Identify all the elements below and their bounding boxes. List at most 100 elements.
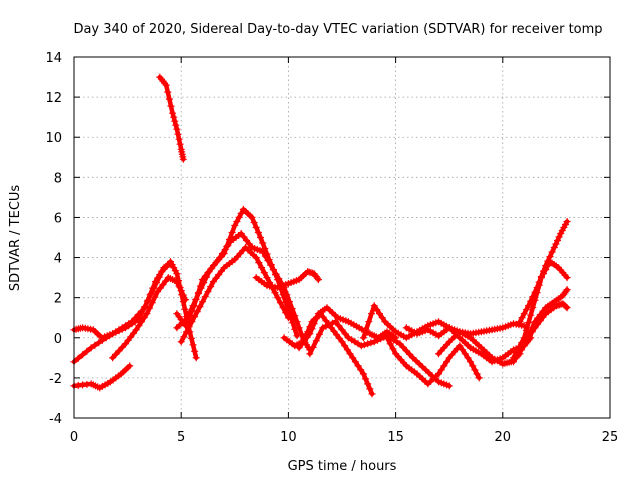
plot-frame [73,56,611,419]
data-point [98,336,106,344]
data-point [169,109,177,117]
data-point [406,350,413,358]
data-point [563,274,571,282]
data-point [440,362,448,370]
x-tick-label: 25 [602,430,619,445]
series-line [71,259,199,361]
data-point [259,248,267,255]
data-point [533,284,541,292]
data-point [83,347,91,355]
data-point [368,310,375,318]
data-point [260,269,268,277]
data-point [143,310,151,318]
series-track-3 [70,260,174,366]
data-point [359,334,367,342]
data-point [314,276,322,284]
series-track-2 [70,258,200,362]
data-point [459,346,467,354]
data-point [515,350,523,358]
data-point [170,113,178,121]
data-point [512,354,520,362]
series-track-5 [109,274,189,362]
data-point [201,293,209,301]
data-point [562,221,569,228]
data-point [563,304,571,312]
data-point [412,357,420,365]
data-point [308,325,316,333]
data-point [364,340,372,348]
data-point [252,224,260,231]
data-point [370,302,378,310]
series-track-11 [295,304,400,352]
data-point [357,366,365,374]
data-point [179,155,187,163]
data-point [542,262,550,270]
data-point [364,380,372,388]
y-tick-label: 4 [54,252,62,267]
data-point [520,340,528,348]
data-point [204,288,212,296]
data-point [174,130,182,138]
x-tick-label: 5 [177,430,185,445]
data-point [231,222,239,229]
data-point [288,305,296,313]
data-point [200,279,208,287]
x-tick-label: 15 [387,430,404,445]
data-point [338,326,346,334]
data-point [527,311,535,319]
data-point [555,233,563,241]
data-point [181,305,189,313]
data-point [291,312,299,320]
data-point [248,213,256,221]
data-point [282,309,290,317]
data-point [461,350,469,358]
data-point [527,297,535,305]
data-point [558,227,566,234]
data-point [550,244,558,251]
data-point [257,234,264,241]
data-point [138,307,145,315]
data-point [182,296,189,304]
data-point [255,259,263,267]
data-point [425,369,433,377]
series-track-7 [173,230,314,354]
data-point [167,102,175,110]
data-point [368,390,376,398]
data-point [467,358,475,366]
data-point [346,350,354,358]
data-point [456,342,464,350]
data-point [95,339,103,347]
data-point [437,366,445,374]
y-tick-label: 10 [45,131,62,146]
data-point [193,308,201,316]
data-point [328,319,336,327]
data-point [366,385,374,393]
y-tick-label: 6 [54,211,62,226]
data-point [332,318,340,326]
x-tick-label: 0 [70,430,78,445]
data-point [235,213,243,221]
data-point [275,275,283,283]
data-point [562,287,570,295]
data-point [313,274,321,282]
data-point [254,229,262,236]
data-point [171,267,179,275]
data-point [74,354,82,362]
data-point [191,313,199,321]
y-axis-label: SDTVAR / TECUs [8,185,23,292]
series-track-21 [520,300,571,348]
data-point [544,257,552,265]
data-point [562,303,570,311]
data-point [173,125,181,133]
data-point [264,257,272,265]
data-point [138,318,145,326]
data-point [267,261,275,269]
data-point [79,351,87,359]
data-point [199,298,207,306]
data-point [207,283,215,291]
data-point [112,350,120,358]
data-point [528,328,536,336]
data-point [378,314,386,322]
data-point [510,358,517,366]
